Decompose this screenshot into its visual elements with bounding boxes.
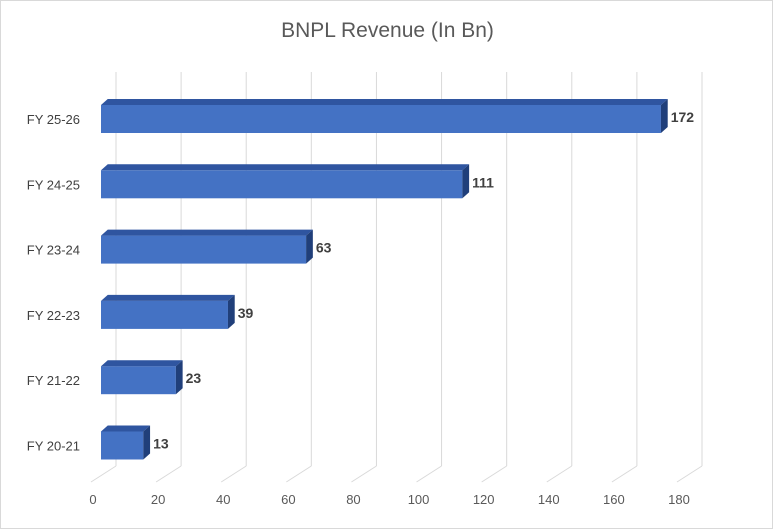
- x-tick-label: 0: [89, 492, 96, 507]
- bar: [101, 99, 668, 133]
- x-tick-label: 140: [538, 492, 560, 507]
- bar-side: [660, 99, 668, 133]
- data-label: 111: [472, 174, 494, 190]
- floor-gridline: [676, 465, 703, 483]
- data-labels: 13 23 39 63 111 172: [153, 109, 694, 452]
- x-tick-label: 120: [473, 492, 495, 507]
- x-tick-label: 40: [216, 492, 230, 507]
- floor-gridline: [416, 465, 442, 483]
- bar-front: [101, 105, 661, 133]
- x-axis-ticks: 0 20 40 60 80 100 120 140 160 180: [89, 492, 689, 507]
- floor-gridline: [481, 465, 507, 483]
- chart-title: BNPL Revenue (In Bn): [281, 19, 494, 42]
- category-label: FY 25-26: [27, 112, 80, 127]
- bar-top: [101, 294, 235, 301]
- bars: [101, 99, 668, 460]
- bar-front: [101, 431, 144, 460]
- data-label: 39: [238, 305, 254, 321]
- bar-top: [101, 99, 668, 105]
- bar-side: [462, 164, 470, 199]
- gridlines: [90, 72, 703, 483]
- bar-top: [101, 360, 183, 367]
- bar-side: [227, 294, 235, 329]
- floor-gridline: [286, 465, 312, 483]
- bar-front: [101, 300, 228, 329]
- category-label: FY 23-24: [27, 243, 80, 258]
- bar-side: [175, 360, 183, 395]
- bar: [101, 360, 183, 395]
- bar-top: [101, 425, 151, 432]
- bar-front: [101, 366, 176, 395]
- bar-front: [101, 170, 463, 199]
- category-label: FY 24-25: [27, 177, 80, 192]
- data-label: 13: [153, 436, 169, 452]
- x-tick-label: 60: [281, 492, 295, 507]
- x-tick-label: 100: [408, 492, 430, 507]
- floor-gridline: [611, 465, 638, 483]
- floor-gridline: [220, 465, 247, 483]
- bar: [101, 229, 313, 264]
- data-label: 23: [186, 370, 202, 386]
- category-label: FY 20-21: [27, 439, 80, 454]
- bar: [101, 425, 151, 460]
- data-label: 63: [316, 240, 332, 256]
- bar-side: [306, 229, 313, 264]
- x-tick-label: 80: [346, 492, 360, 507]
- category-label: FY 21-22: [27, 373, 80, 388]
- data-label: 172: [671, 109, 695, 125]
- bar-top: [101, 229, 313, 236]
- bar-side: [143, 425, 151, 460]
- floor-gridline: [546, 465, 573, 483]
- floor-gridline: [155, 465, 182, 483]
- x-tick-label: 20: [151, 492, 165, 507]
- bar-top: [101, 164, 470, 171]
- bar-front: [101, 235, 307, 264]
- bar: [101, 164, 470, 199]
- y-axis-categories: FY 20-21 FY 21-22 FY 22-23 FY 23-24 FY 24-25…: [27, 112, 80, 454]
- x-tick-label: 180: [668, 492, 690, 507]
- category-label: FY 22-23: [27, 308, 80, 323]
- floor-gridline: [90, 465, 117, 483]
- floor-gridline: [351, 465, 377, 483]
- x-tick-label: 160: [603, 492, 625, 507]
- bar: [101, 294, 235, 329]
